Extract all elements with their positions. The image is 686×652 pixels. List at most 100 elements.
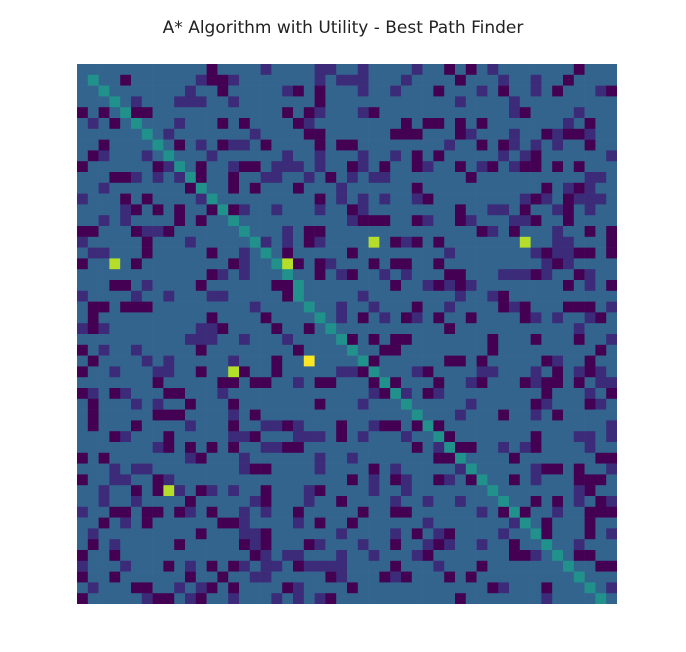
heatmap-cell	[120, 280, 132, 292]
heatmap-cell	[530, 236, 542, 248]
heatmap-cell	[509, 139, 521, 151]
heatmap-cell	[293, 496, 305, 508]
heatmap-cell	[141, 301, 153, 313]
heatmap-cell	[325, 377, 337, 389]
heatmap-cell	[530, 506, 542, 518]
heatmap-cell	[401, 571, 413, 583]
heatmap-cell	[552, 204, 564, 216]
heatmap-cell	[152, 485, 164, 497]
heatmap-cell	[260, 301, 272, 313]
heatmap-cell	[411, 398, 423, 410]
heatmap-cell	[422, 258, 434, 270]
heatmap-cell	[87, 485, 99, 497]
heatmap-cell	[120, 442, 132, 454]
heatmap-cell	[422, 506, 434, 518]
heatmap-cell	[584, 269, 596, 281]
heatmap-cell	[271, 528, 283, 540]
heatmap-cell	[379, 571, 391, 583]
heatmap-cell	[487, 420, 499, 432]
heatmap-cell	[303, 506, 315, 518]
heatmap-cell	[357, 64, 369, 76]
heatmap-cell	[401, 139, 413, 151]
heatmap-cell	[368, 139, 380, 151]
heatmap-cell	[357, 215, 369, 227]
heatmap-cell	[239, 182, 251, 194]
heatmap-cell	[422, 388, 434, 400]
heatmap-cell	[228, 431, 240, 443]
heatmap-cell	[314, 463, 326, 475]
heatmap-cell	[368, 215, 380, 227]
heatmap-cell	[77, 485, 89, 497]
heatmap-cell	[541, 528, 553, 540]
heatmap-cell	[498, 506, 510, 518]
heatmap-cell	[368, 150, 380, 162]
heatmap-cell	[282, 506, 294, 518]
heatmap-cell	[347, 301, 359, 313]
heatmap-cell	[303, 355, 315, 367]
heatmap-cell	[77, 377, 89, 389]
heatmap-cell	[541, 172, 553, 184]
heatmap-cell	[552, 280, 564, 292]
heatmap-cell	[411, 269, 423, 281]
heatmap-cell	[455, 64, 467, 76]
heatmap-cell	[411, 344, 423, 356]
heatmap-cell	[131, 74, 143, 86]
heatmap-cell	[249, 398, 261, 410]
heatmap-cell	[109, 474, 121, 486]
heatmap-cell	[379, 247, 391, 259]
heatmap-cell	[206, 560, 218, 572]
heatmap-cell	[519, 161, 531, 173]
heatmap-cell	[271, 323, 283, 335]
heatmap-cell	[357, 366, 369, 378]
heatmap-cell	[379, 344, 391, 356]
heatmap-cell	[271, 506, 283, 518]
heatmap-cell	[595, 366, 607, 378]
heatmap-cell	[357, 506, 369, 518]
heatmap-cell	[98, 193, 110, 205]
heatmap-cell	[195, 571, 207, 583]
heatmap-cell	[606, 74, 617, 86]
heatmap-cell	[563, 64, 575, 76]
heatmap-cell	[303, 528, 315, 540]
heatmap-cell	[379, 377, 391, 389]
heatmap-cell	[401, 517, 413, 529]
heatmap-cell	[455, 193, 467, 205]
heatmap-cell	[422, 280, 434, 292]
heatmap-cell	[606, 550, 617, 562]
heatmap-cell	[487, 172, 499, 184]
heatmap-cell	[455, 344, 467, 356]
heatmap-cell	[530, 107, 542, 119]
heatmap-cell	[185, 258, 197, 270]
heatmap-cell	[552, 474, 564, 486]
heatmap-cell	[530, 528, 542, 540]
heatmap-cell	[260, 582, 272, 594]
heatmap-cell	[509, 215, 521, 227]
heatmap-cell	[303, 539, 315, 551]
heatmap-cell	[357, 388, 369, 400]
heatmap-cell	[239, 496, 251, 508]
heatmap-cell	[174, 398, 186, 410]
heatmap-cell	[282, 269, 294, 281]
heatmap-cell	[401, 550, 413, 562]
heatmap-cell	[465, 193, 477, 205]
heatmap-cell	[282, 301, 294, 313]
heatmap-cell	[249, 161, 261, 173]
heatmap-cell	[325, 344, 337, 356]
heatmap-cell	[509, 280, 521, 292]
heatmap-cell	[314, 96, 326, 108]
heatmap-cell	[336, 366, 348, 378]
heatmap-cell	[303, 420, 315, 432]
heatmap-cell	[228, 74, 240, 86]
heatmap-cell	[217, 398, 229, 410]
heatmap-cell	[98, 355, 110, 367]
heatmap-cell	[552, 517, 564, 529]
heatmap-cell	[325, 258, 337, 270]
heatmap-cell	[487, 431, 499, 443]
heatmap-cell	[185, 442, 197, 454]
heatmap-cell	[573, 139, 585, 151]
heatmap-cell	[325, 215, 337, 227]
heatmap-cell	[465, 593, 477, 604]
heatmap-cell	[206, 496, 218, 508]
heatmap-cell	[519, 344, 531, 356]
chart-title: A* Algorithm with Utility - Best Path Fi…	[162, 18, 524, 38]
